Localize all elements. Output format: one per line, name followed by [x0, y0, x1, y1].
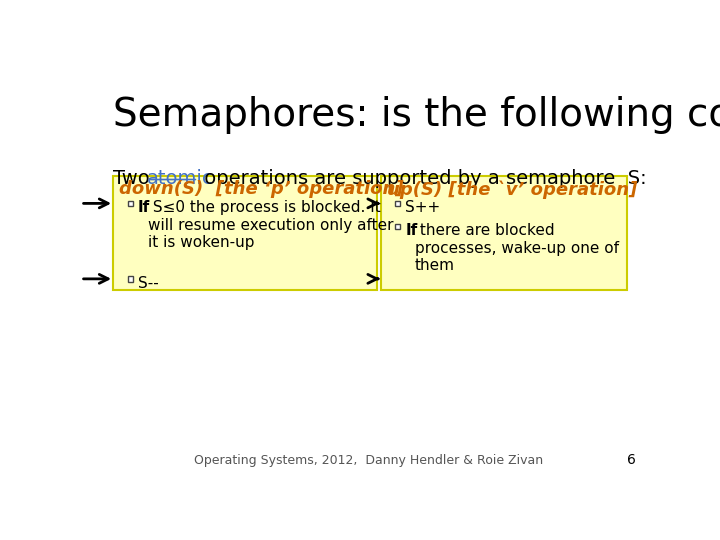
Text: If: If	[138, 200, 150, 215]
Bar	[395, 201, 400, 206]
Bar	[113, 176, 377, 289]
Text: If: If	[405, 224, 418, 239]
Bar	[381, 176, 627, 289]
Bar	[395, 224, 400, 229]
Text: up(S) [the `v’ operation]: up(S) [the `v’ operation]	[387, 180, 637, 199]
Text: Two: Two	[113, 168, 156, 188]
Text: S≤0 the process is blocked. It
will resume execution only after
it is woken-up: S≤0 the process is blocked. It will resu…	[148, 200, 393, 250]
Bar	[127, 276, 133, 281]
Text: 6: 6	[628, 453, 636, 467]
Text: down(S)  [the ‘p’ operation]: down(S) [the ‘p’ operation]	[120, 180, 404, 198]
Text: S++: S++	[405, 200, 441, 215]
Text: Operating Systems, 2012,  Danny Hendler & Roie Zivan: Operating Systems, 2012, Danny Hendler &…	[194, 454, 544, 467]
Text: S--: S--	[138, 276, 159, 291]
Text: operations are supported by a semaphore  S:: operations are supported by a semaphore …	[198, 168, 647, 188]
Text: there are blocked
processes, wake-up one of
them: there are blocked processes, wake-up one…	[415, 224, 619, 273]
Bar	[127, 201, 133, 206]
Text: atomic: atomic	[147, 168, 213, 188]
Text: Semaphores: is the following correct?: Semaphores: is the following correct?	[113, 96, 720, 133]
